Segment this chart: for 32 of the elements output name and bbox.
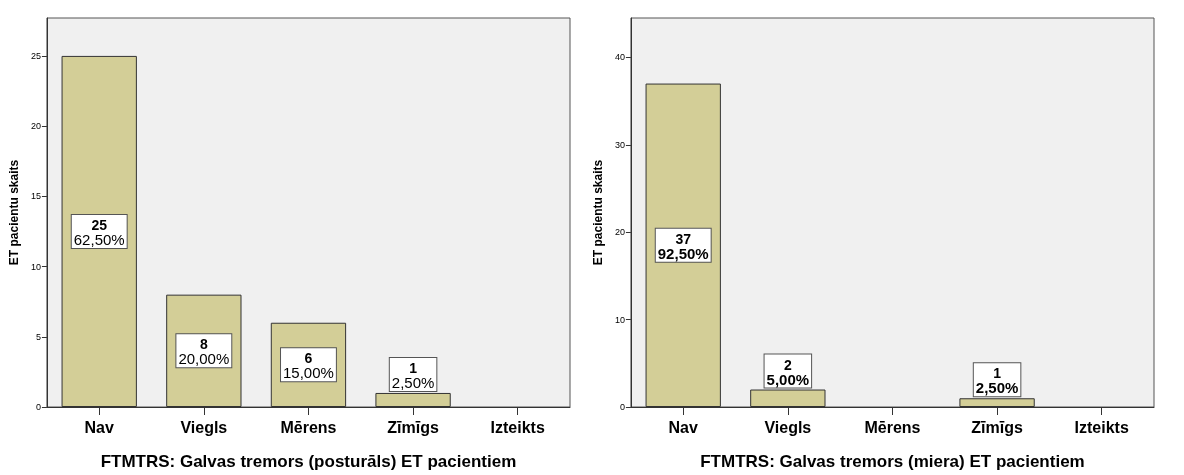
x-axis-title: FTMTRS: Galvas tremors (miera) ET pacientiem [700,452,1085,471]
x-tick-label: Izteikts [490,418,545,436]
y-axis-title: ET pacientu skaits [591,159,605,266]
x-tick-label: Mērens [280,418,337,436]
y-tick-label: 10 [614,314,625,325]
y-tick-label: 15 [30,191,41,202]
data-label: 25 62,50% [73,216,125,248]
data-label: 8 20,00% [178,336,230,368]
x-axis-title: FTMTRS: Galvas tremors (posturāls) ET pacientiem [100,452,517,471]
y-tick-label: 20 [30,121,41,132]
y-tick-label: 0 [35,402,41,412]
x-tick-label: Zīmīgs [387,418,439,436]
data-label: 37 92,50% [657,230,709,262]
x-tick-label: Viegls [764,418,812,436]
y-tick-label: 25 [30,50,41,61]
y-tick-label: 40 [614,52,625,63]
y-axis-title: ET pacientu skaits [7,159,21,266]
data-label: 1 2,50% [975,365,1019,397]
y-tick-label: 10 [30,261,41,272]
x-tick-label: Mērens [864,418,921,436]
y-tick-label: 0 [619,402,625,412]
x-tick-label: Zīmīgs [971,418,1023,436]
y-tick-label: 30 [614,139,625,150]
data-label: 2 5,00% [766,356,810,388]
y-tick-label: 5 [35,331,41,342]
x-tick-label: Viegls [180,418,228,436]
data-label: 6 15,00% [283,350,334,382]
data-label: 1 2,50% [391,359,435,391]
y-tick-label: 20 [614,227,625,238]
x-tick-label: Izteikts [1074,418,1129,436]
x-tick-label: Nav [668,418,698,436]
x-tick-label: Nav [84,418,114,436]
